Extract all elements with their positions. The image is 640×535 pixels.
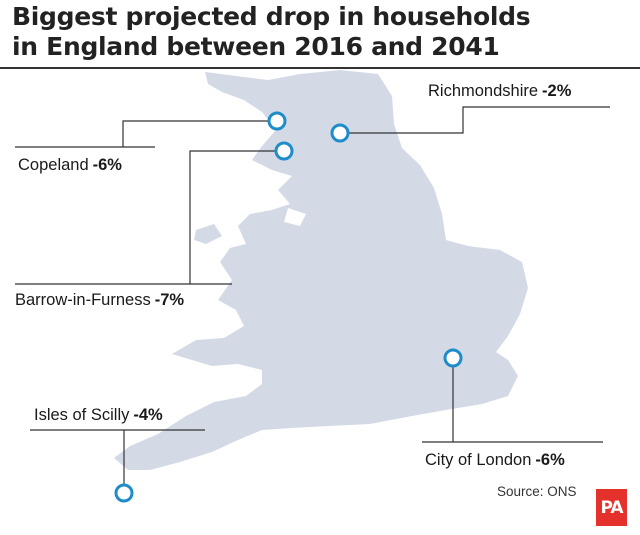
- leader-copeland: [122, 120, 277, 147]
- leader-lines: [15, 106, 610, 493]
- label-name: Barrow-in-Furness: [15, 291, 151, 309]
- leader-richmondshire: [340, 106, 610, 134]
- label-value: -4%: [133, 406, 163, 424]
- label-barrow-in-furness: Barrow-in-Furness -7%: [15, 290, 184, 310]
- marker-barrow-in-furness: [274, 141, 294, 161]
- label-richmondshire: Richmondshire -2%: [428, 81, 571, 101]
- label-name: Richmondshire: [428, 82, 539, 100]
- coast-inlet: [284, 208, 306, 226]
- label-value: -6%: [535, 451, 565, 469]
- marker-richmondshire: [330, 123, 350, 143]
- label-value: -7%: [154, 291, 185, 309]
- label-name: Copeland: [18, 156, 89, 174]
- leader-barrow: [189, 150, 284, 284]
- marker-copeland: [267, 111, 287, 131]
- label-copeland: Copeland -6%: [18, 155, 122, 175]
- label-city-of-london: City of London -6%: [425, 450, 565, 470]
- label-value: -2%: [542, 82, 572, 100]
- england-landmass: [114, 70, 528, 470]
- marker-city-of-london: [443, 348, 463, 368]
- title-divider: [0, 67, 640, 69]
- marker-isles-of-scilly: [114, 483, 134, 503]
- label-value: -6%: [92, 156, 122, 174]
- label-name: Isles of Scilly: [34, 406, 130, 424]
- pa-logo: PA: [596, 489, 627, 526]
- label-isles-of-scilly: Isles of Scilly -4%: [34, 405, 163, 425]
- map-title: Biggest projected drop in households in …: [12, 2, 628, 62]
- title-line-1: Biggest projected drop in households: [12, 2, 531, 31]
- source-note: Source: ONS: [497, 484, 577, 499]
- isle-of-anglesey: [194, 224, 222, 244]
- title-line-2: in England between 2016 and 2041: [12, 32, 500, 61]
- location-markers: [114, 111, 463, 503]
- label-name: City of London: [425, 451, 532, 469]
